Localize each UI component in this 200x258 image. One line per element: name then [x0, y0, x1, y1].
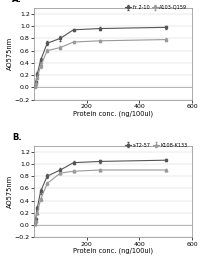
Legend: s-T2-57, K108-K133: s-T2-57, K108-K133: [123, 141, 190, 150]
X-axis label: Protein conc. (ng/100ul): Protein conc. (ng/100ul): [73, 110, 153, 117]
Y-axis label: AO575nm: AO575nm: [7, 37, 13, 70]
X-axis label: Protein conc. (ng/100ul): Protein conc. (ng/100ul): [73, 248, 153, 254]
Y-axis label: AO575nm: AO575nm: [7, 175, 13, 208]
Text: A.: A.: [12, 0, 22, 4]
Legend: fr 2-10, A103-Q159: fr 2-10, A103-Q159: [123, 3, 190, 12]
Text: B.: B.: [12, 133, 22, 142]
